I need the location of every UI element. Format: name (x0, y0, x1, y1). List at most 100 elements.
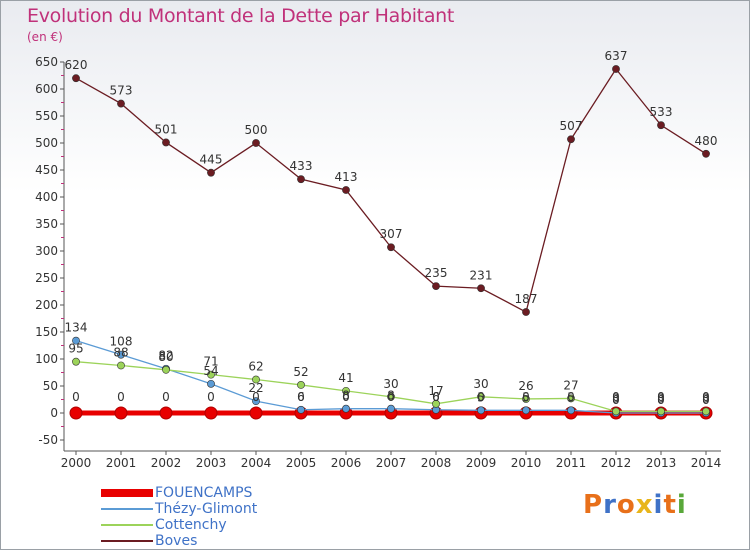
x-tick-label: 2001 (106, 456, 137, 470)
data-label-th-zy-glimont: 22 (248, 381, 263, 395)
point-cottenchy (657, 407, 665, 416)
data-label-fouencamps: 0 (342, 390, 350, 404)
data-label-boves: 620 (65, 58, 88, 72)
x-tick-label: 2007 (376, 456, 407, 470)
data-label-cottenchy: 71 (203, 355, 218, 369)
logo-letter: i (653, 490, 664, 520)
data-label-boves: 500 (245, 123, 268, 137)
point-th-zy-glimont (252, 397, 260, 406)
point-th-zy-glimont (522, 406, 530, 415)
data-label-cottenchy: 80 (158, 350, 173, 364)
x-tick-label: 2002 (151, 456, 182, 470)
point-cottenchy (342, 386, 350, 395)
data-label-boves: 187 (515, 292, 538, 306)
logo-letter: i (676, 490, 687, 520)
logo-letter: x (635, 490, 654, 520)
data-label-cottenchy: 17 (428, 384, 443, 398)
point-fouencamps (159, 406, 173, 420)
point-cottenchy (72, 357, 80, 366)
point-boves (432, 282, 440, 290)
point-fouencamps (204, 406, 218, 420)
logo-letter: o (616, 490, 636, 520)
point-cottenchy (387, 392, 395, 401)
y-tick-label: 50 (43, 379, 58, 393)
x-tick-label: 2013 (646, 456, 677, 470)
data-label-th-zy-glimont: 8 (387, 389, 395, 403)
point-cottenchy (477, 392, 485, 401)
data-label-fouencamps: 0 (72, 390, 80, 404)
point-cottenchy (702, 407, 710, 416)
data-label-th-zy-glimont: 82 (158, 349, 173, 363)
y-tick-label: -50 (38, 433, 58, 447)
y-tick-label: 0 (50, 406, 58, 420)
data-label-fouencamps: 0 (657, 390, 665, 404)
data-label-boves: 501 (155, 122, 178, 136)
logo-letter: r (603, 490, 617, 520)
y-tick-label: 450 (35, 163, 58, 177)
point-boves (657, 121, 665, 130)
point-fouencamps (69, 406, 83, 420)
point-th-zy-glimont (567, 406, 575, 415)
y-tick-label: 350 (35, 217, 58, 231)
y-tick-label: 600 (35, 82, 58, 96)
data-label-cottenchy: 52 (293, 365, 308, 379)
data-label-boves: 231 (470, 268, 493, 282)
point-boves (702, 149, 710, 158)
data-label-boves: 445 (200, 153, 223, 167)
x-tick-label: 2003 (196, 456, 227, 470)
data-label-th-zy-glimont: 0 (702, 393, 710, 407)
data-label-fouencamps: 0 (252, 390, 260, 404)
chart-title: Evolution du Montant de la Dette par Hab… (27, 5, 455, 27)
data-label-fouencamps: 0 (297, 390, 305, 404)
point-th-zy-glimont (297, 405, 305, 414)
data-label-th-zy-glimont: 134 (65, 321, 88, 335)
data-label-boves: 235 (425, 266, 448, 280)
point-boves (522, 308, 530, 316)
data-label-th-zy-glimont: 6 (432, 390, 440, 404)
point-th-zy-glimont (72, 336, 80, 345)
data-label-th-zy-glimont: 54 (203, 364, 218, 378)
y-tick-label: 550 (35, 109, 58, 123)
data-label-boves: 413 (335, 170, 358, 184)
data-label-th-zy-glimont: 5 (477, 390, 485, 404)
y-tick-label: 300 (35, 244, 58, 258)
data-label-th-zy-glimont: 8 (342, 389, 350, 403)
point-boves (567, 135, 575, 144)
data-label-fouencamps: 0 (207, 390, 215, 404)
data-label-th-zy-glimont: 108 (110, 335, 133, 349)
data-label-boves: 433 (290, 159, 313, 173)
point-fouencamps (114, 406, 128, 420)
data-label-boves: 637 (605, 49, 628, 63)
point-boves (252, 139, 260, 147)
data-label-cottenchy: 3 (702, 391, 710, 405)
data-label-fouencamps: 0 (432, 390, 440, 404)
y-tick-label: 500 (35, 136, 58, 150)
legend-swatch-thezy-glimont (101, 508, 153, 510)
data-label-cottenchy: 27 (563, 378, 578, 392)
data-label-cottenchy: 41 (338, 371, 353, 385)
series-line-boves (75, 67, 707, 313)
data-label-fouencamps: 0 (387, 390, 395, 404)
data-label-fouencamps: 0 (162, 390, 170, 404)
point-cottenchy (522, 395, 530, 403)
x-tick-label: 2005 (286, 456, 317, 470)
legend-swatch-boves (101, 540, 153, 542)
point-cottenchy (297, 381, 305, 389)
data-label-fouencamps: 0 (117, 390, 125, 404)
data-label-boves: 573 (110, 84, 133, 98)
point-th-zy-glimont (477, 406, 485, 415)
y-tick-label: 400 (35, 190, 58, 204)
data-label-fouencamps: 0 (567, 390, 575, 404)
data-label-boves: 480 (695, 134, 718, 148)
point-th-zy-glimont (117, 350, 125, 359)
data-label-boves: 507 (560, 119, 583, 133)
y-tick-label: 200 (35, 298, 58, 312)
point-boves (72, 74, 80, 83)
point-cottenchy (162, 365, 170, 374)
x-tick-label: 2009 (466, 456, 497, 470)
x-tick-label: 2011 (556, 456, 587, 470)
data-label-boves: 533 (650, 105, 673, 119)
data-label-th-zy-glimont: 5 (567, 390, 575, 404)
